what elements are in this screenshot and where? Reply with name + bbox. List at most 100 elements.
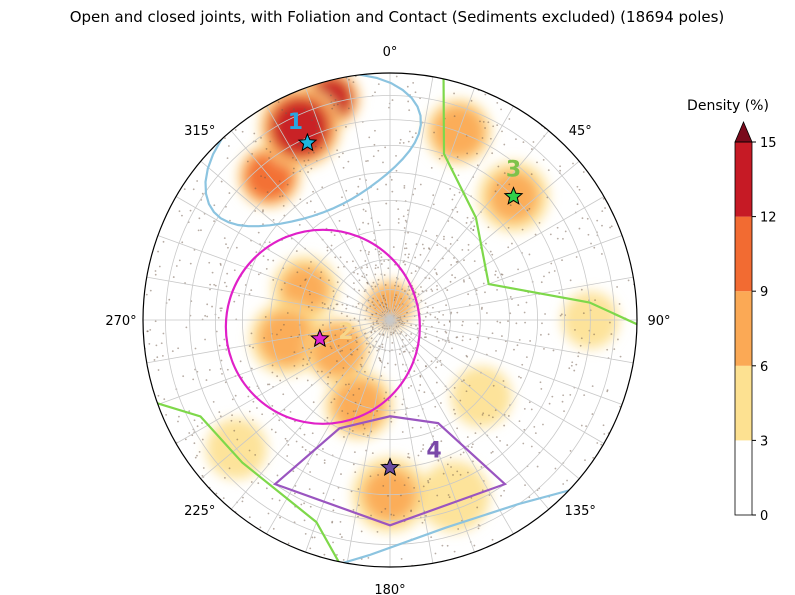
pole-point (530, 445, 533, 448)
pole-point (313, 536, 316, 539)
pole-point (364, 210, 367, 213)
pole-point (374, 273, 377, 276)
pole-point (627, 279, 630, 282)
pole-point (270, 428, 273, 431)
pole-point (398, 353, 401, 355)
pole-point (410, 509, 413, 512)
pole-point (559, 169, 562, 172)
pole-point (378, 224, 381, 227)
pole-point (340, 312, 343, 315)
set-labels: 1 2 3 4 (288, 110, 521, 464)
pole-point (225, 205, 227, 208)
pole-point (473, 225, 476, 228)
pole-point (385, 391, 387, 394)
pole-point (472, 460, 474, 463)
pole-point (422, 444, 425, 446)
pole-point (211, 305, 213, 308)
pole-point (432, 194, 435, 197)
pole-point (480, 466, 483, 468)
pole-point (402, 261, 405, 264)
pole-point (248, 345, 251, 348)
pole-point (296, 271, 299, 274)
pole-point (419, 375, 422, 378)
pole-point (272, 259, 275, 262)
set-3-window-opposite (144, 398, 347, 567)
pole-point (562, 237, 564, 240)
pole-point (163, 398, 166, 401)
pole-point (280, 288, 283, 291)
pole-point (362, 221, 364, 224)
pole-point (196, 454, 198, 457)
pole-point (282, 393, 285, 396)
pole-point (477, 524, 480, 526)
pole-point (200, 229, 202, 232)
grid-radial (389, 87, 475, 321)
pole-point (412, 193, 415, 196)
pole-point (538, 221, 541, 224)
pole-point (383, 397, 386, 400)
pole-point (352, 282, 355, 285)
pole-point (362, 433, 365, 435)
pole-point (414, 291, 417, 294)
grid-radial (157, 319, 391, 405)
pole-point (563, 410, 565, 413)
pole-point (299, 198, 302, 201)
pole-point (338, 156, 341, 158)
pole-point (338, 219, 341, 222)
pole-point (387, 494, 389, 497)
pole-point (387, 399, 390, 402)
pole-point (271, 404, 274, 407)
pole-point (472, 217, 474, 220)
pole-point (250, 367, 253, 370)
grid-radial (146, 319, 391, 364)
pole-point (416, 327, 419, 330)
pole-point (397, 218, 400, 220)
pole-point (487, 226, 490, 229)
pole-point (424, 315, 427, 318)
pole-point (578, 227, 581, 230)
pole-point (559, 314, 562, 317)
pole-point (606, 348, 609, 351)
pole-point (162, 332, 165, 335)
colorbar-ticks: 0 3 6 9 12 15 (752, 136, 777, 524)
pole-point (363, 370, 366, 373)
pole-point (365, 274, 368, 276)
pole-point (238, 294, 240, 297)
pole-point (466, 152, 469, 155)
pole-point (490, 451, 493, 454)
pole-point (376, 530, 379, 533)
pole-point (289, 410, 292, 413)
pole-point (339, 328, 342, 331)
pole-point (330, 94, 332, 97)
pole-point (481, 413, 484, 416)
pole-point (430, 443, 433, 446)
pole-point (412, 82, 415, 84)
colorbar-band (735, 440, 752, 515)
pole-point (423, 391, 426, 394)
pole-point (425, 514, 427, 517)
pole-point (467, 471, 469, 474)
pole-point (471, 443, 474, 446)
pole-point (424, 333, 427, 335)
pole-point (257, 482, 260, 485)
pole-point (320, 146, 323, 149)
pole-point (501, 335, 503, 337)
pole-point (536, 465, 539, 468)
pole-point (566, 479, 568, 482)
pole-point (320, 271, 323, 274)
colorbar-tick-label: 9 (760, 285, 768, 300)
pole-point (584, 459, 586, 462)
pole-point (214, 284, 217, 287)
pole-point (268, 241, 271, 244)
pole-point (345, 307, 348, 310)
pole-point (430, 360, 433, 363)
pole-point (356, 348, 359, 351)
pole-point (418, 500, 420, 503)
pole-point (355, 336, 358, 339)
pole-point (414, 187, 416, 190)
set-mean-stars (297, 132, 524, 476)
pole-point (360, 530, 363, 533)
pole-point (204, 314, 207, 317)
set-windows (144, 73, 637, 567)
pole-point (547, 169, 550, 172)
